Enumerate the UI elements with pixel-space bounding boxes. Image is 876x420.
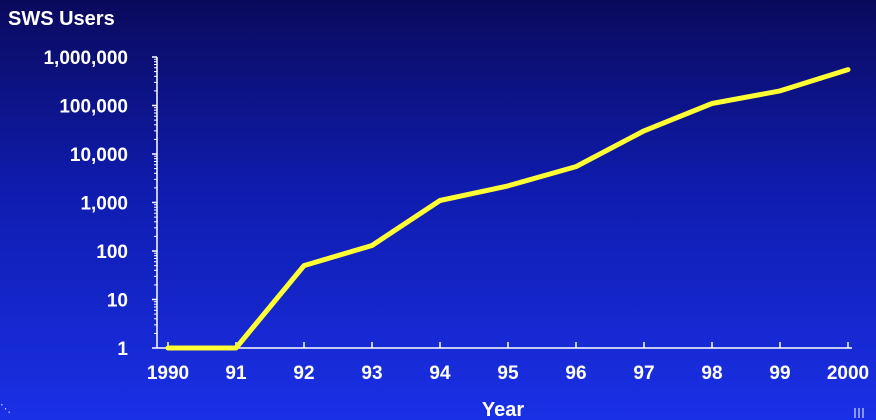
x-tick-label: 94: [429, 363, 451, 384]
data-point: [710, 101, 714, 106]
x-tick-label: 98: [701, 363, 722, 384]
data-point: [506, 183, 510, 188]
data-point: [234, 346, 238, 350]
x-tick-label: 2000: [827, 363, 869, 384]
data-point: [778, 88, 782, 93]
data-point: [642, 128, 646, 133]
y-tick-label: 1,000: [80, 194, 128, 215]
x-tick-label: 97: [633, 363, 654, 384]
data-point: [846, 67, 850, 72]
data-point: [370, 243, 374, 248]
data-point: [166, 346, 170, 350]
x-tick-label: 93: [361, 363, 382, 384]
cursor-icon: ⋱: [0, 404, 11, 416]
y-axis: 1 10 100 1,000 10,000 100,000 1,000,000: [43, 48, 158, 360]
series-line: [165, 67, 851, 351]
x-tick-label: 1990: [147, 363, 189, 384]
y-tick-label: 10,000: [70, 145, 128, 166]
slide-nav-icon: [854, 408, 866, 418]
x-tick-label: 91: [225, 363, 247, 384]
chart-title: SWS Users: [8, 8, 115, 30]
y-tick-label: 1,000,000: [43, 48, 128, 69]
y-tick-label: 100: [96, 242, 128, 263]
x-axis-label: Year: [482, 399, 524, 420]
y-tick-label: 1: [117, 339, 128, 360]
data-point: [574, 164, 578, 169]
x-tick-label: 99: [769, 363, 790, 384]
y-tick-label: 100,000: [59, 97, 128, 118]
x-axis: 1990 91 92 93 94 95 96 97 98 99 2000: [147, 342, 869, 384]
x-tick-label: 92: [293, 363, 314, 384]
series-layer: [165, 67, 851, 351]
y-tick-label: 10: [107, 291, 128, 312]
data-point: [302, 263, 306, 268]
x-tick-label: 96: [565, 363, 586, 384]
data-point: [438, 198, 442, 203]
x-tick-label: 95: [497, 363, 519, 384]
